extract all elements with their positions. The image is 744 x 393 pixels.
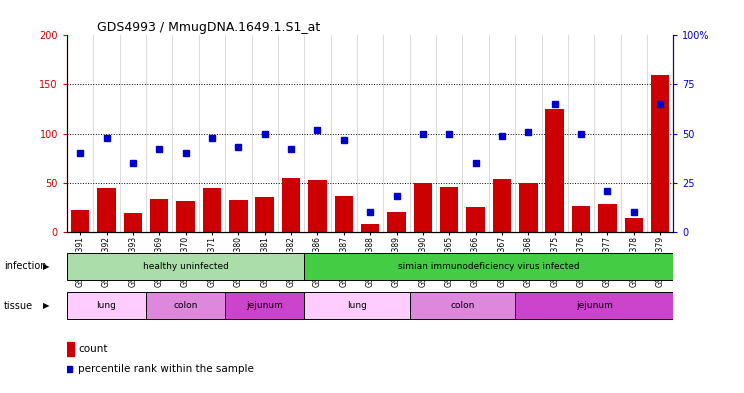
Text: GDS4993 / MmugDNA.1649.1.S1_at: GDS4993 / MmugDNA.1649.1.S1_at — [97, 21, 321, 34]
Bar — [229, 200, 248, 232]
Text: lung: lung — [97, 301, 117, 310]
Text: simian immunodeficiency virus infected: simian immunodeficiency virus infected — [398, 262, 580, 271]
Bar — [410, 292, 515, 319]
Text: jejunum: jejunum — [576, 301, 612, 310]
Bar — [304, 253, 673, 279]
Text: healthy uninfected: healthy uninfected — [143, 262, 228, 271]
Bar — [388, 212, 405, 232]
Text: jejunum: jejunum — [246, 301, 283, 310]
Bar — [150, 199, 168, 232]
Text: tissue: tissue — [4, 301, 33, 310]
Bar — [97, 187, 116, 232]
Bar — [225, 292, 304, 319]
Text: lung: lung — [347, 301, 367, 310]
Bar — [361, 224, 379, 232]
Bar — [71, 210, 89, 232]
Bar — [414, 183, 432, 232]
Bar — [67, 292, 146, 319]
Bar — [519, 183, 538, 232]
Bar — [335, 195, 353, 232]
Bar — [308, 180, 327, 232]
Bar — [124, 213, 142, 232]
Bar — [493, 179, 511, 232]
Bar — [651, 75, 670, 232]
Text: ▶: ▶ — [43, 301, 50, 310]
Text: count: count — [78, 344, 108, 354]
Bar — [466, 207, 485, 232]
Bar — [282, 178, 301, 232]
Bar — [67, 342, 74, 356]
Text: colon: colon — [450, 301, 475, 310]
Bar — [572, 206, 590, 232]
Bar — [440, 187, 458, 232]
Bar — [202, 187, 221, 232]
Bar — [176, 201, 195, 232]
Text: infection: infection — [4, 261, 46, 271]
Bar — [146, 292, 225, 319]
Bar — [304, 292, 410, 319]
Bar — [545, 109, 564, 232]
Bar — [515, 292, 673, 319]
Bar — [255, 197, 274, 232]
Bar — [67, 253, 304, 279]
Bar — [624, 218, 643, 232]
Text: ▶: ▶ — [43, 262, 50, 271]
Text: percentile rank within the sample: percentile rank within the sample — [78, 364, 254, 374]
Text: colon: colon — [173, 301, 198, 310]
Bar — [598, 204, 617, 232]
